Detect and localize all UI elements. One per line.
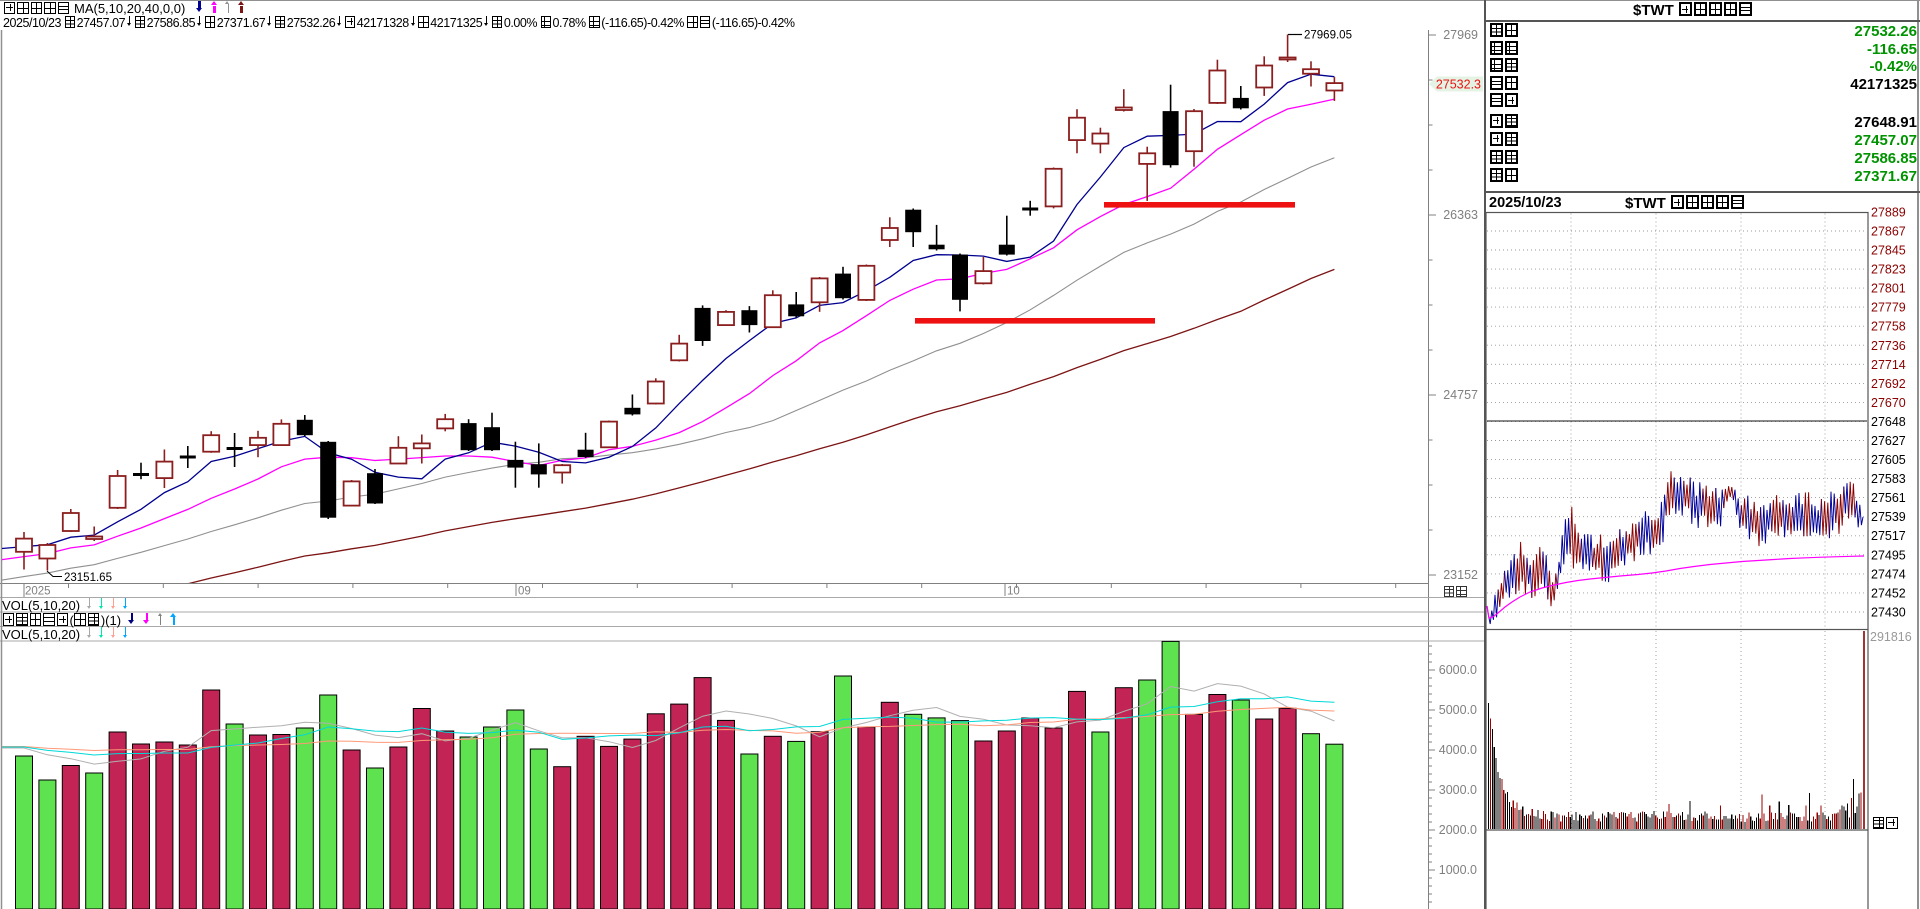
- svg-text:291816: 291816: [1870, 630, 1912, 644]
- svg-text:3000.0: 3000.0: [1439, 783, 1477, 797]
- svg-text:27758: 27758: [1871, 320, 1906, 334]
- svg-text:23151.65: 23151.65: [64, 572, 112, 584]
- svg-text:27605: 27605: [1871, 453, 1906, 467]
- svg-text:10: 10: [1007, 586, 1020, 598]
- svg-text:27474: 27474: [1871, 567, 1906, 581]
- svg-text:27845: 27845: [1871, 244, 1906, 258]
- svg-text:27627: 27627: [1871, 434, 1906, 448]
- svg-text:26363: 26363: [1443, 208, 1478, 222]
- svg-text:27495: 27495: [1871, 548, 1906, 562]
- svg-text:27692: 27692: [1871, 377, 1906, 391]
- svg-text:27539: 27539: [1871, 510, 1906, 524]
- svg-text:27889: 27889: [1871, 205, 1906, 219]
- svg-text:27561: 27561: [1871, 491, 1906, 505]
- svg-text:27969: 27969: [1443, 28, 1478, 42]
- svg-text:27452: 27452: [1871, 586, 1906, 600]
- svg-text:27430: 27430: [1871, 606, 1906, 620]
- svg-text:23152: 23152: [1443, 568, 1478, 582]
- svg-text:27517: 27517: [1871, 529, 1906, 543]
- svg-text:27648: 27648: [1871, 415, 1906, 429]
- svg-text:27779: 27779: [1871, 301, 1906, 315]
- svg-text:27714: 27714: [1871, 358, 1906, 372]
- svg-text:27823: 27823: [1871, 263, 1906, 277]
- svg-text:27801: 27801: [1871, 282, 1906, 296]
- svg-text:6000.0: 6000.0: [1439, 663, 1477, 677]
- svg-text:09: 09: [518, 586, 531, 598]
- svg-text:24757: 24757: [1443, 388, 1478, 402]
- svg-text:5000.0: 5000.0: [1439, 703, 1477, 717]
- svg-text:2025: 2025: [25, 586, 51, 598]
- svg-text:27532.3: 27532.3: [1436, 78, 1481, 92]
- svg-text:2000.0: 2000.0: [1439, 823, 1477, 837]
- svg-text:27670: 27670: [1871, 396, 1906, 410]
- svg-text:27583: 27583: [1871, 472, 1906, 486]
- svg-text:1000.0: 1000.0: [1439, 863, 1477, 877]
- svg-text:4000.0: 4000.0: [1439, 743, 1477, 757]
- svg-text:27969.05: 27969.05: [1304, 30, 1352, 42]
- svg-text:27736: 27736: [1871, 339, 1906, 353]
- svg-text:27867: 27867: [1871, 225, 1906, 239]
